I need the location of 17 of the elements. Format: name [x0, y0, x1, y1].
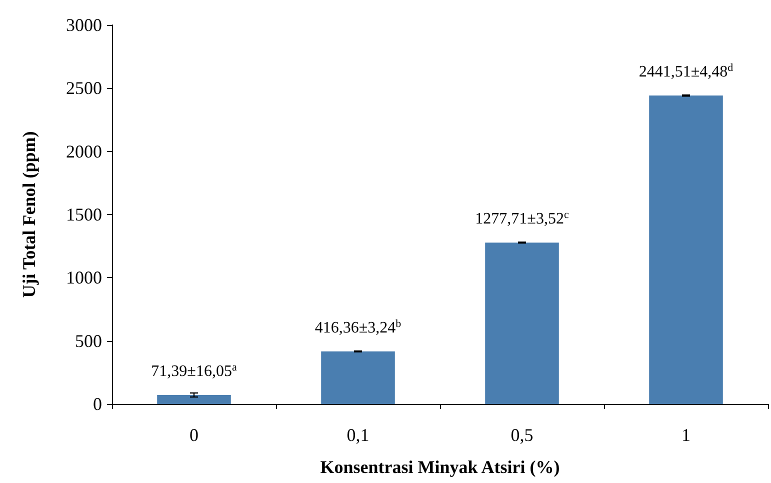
bar [157, 394, 231, 404]
x-tick-label: 0,1 [346, 425, 370, 445]
bar [649, 96, 723, 404]
x-tick-label: 0 [190, 425, 198, 445]
y-axis-title: Uji Total Fenol (ppm) [19, 131, 39, 298]
y-tick-label: 500 [75, 330, 102, 351]
y-tick-label: 1000 [66, 268, 102, 288]
bar [485, 242, 559, 404]
x-axis-title: Konsentrasi Minyak Atsiri (%) [320, 457, 560, 477]
x-tick-label: 0,5 [510, 425, 534, 445]
y-tick-label: 3000 [66, 15, 102, 35]
bar [321, 351, 395, 404]
y-tick-label: 2500 [66, 78, 102, 98]
y-tick-label: 2000 [66, 141, 102, 162]
x-tick-label: 1 [682, 425, 690, 445]
y-tick-label: 1500 [66, 204, 102, 224]
y-tick-label: 0 [93, 394, 102, 414]
